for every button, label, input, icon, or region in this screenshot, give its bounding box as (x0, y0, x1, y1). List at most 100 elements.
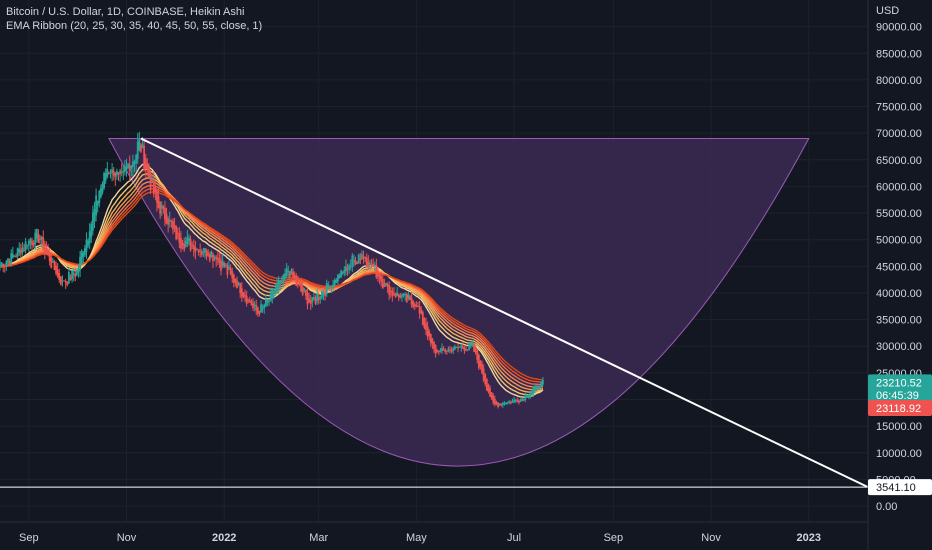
candle-body (332, 284, 335, 287)
candle-body (460, 345, 463, 348)
candle-body (447, 348, 450, 352)
candle-body (18, 248, 21, 253)
candle-body (252, 303, 254, 309)
candle-body (168, 220, 171, 222)
candle-body (266, 300, 269, 304)
candle-body (101, 183, 104, 193)
candle-body (258, 310, 261, 314)
price-tick-label: 90000.00 (876, 22, 922, 34)
candle-body (370, 263, 373, 265)
candle-body (441, 347, 443, 351)
candle-body (511, 401, 514, 403)
candle-body (71, 270, 73, 279)
candle-body (309, 300, 312, 305)
candle-body (64, 280, 67, 283)
candle-body (490, 392, 493, 399)
candle-body (98, 191, 101, 204)
candle-body (45, 248, 48, 252)
candle-body (24, 241, 27, 251)
candle-body (479, 361, 482, 367)
candle-body (367, 261, 370, 267)
candle-body (381, 278, 384, 289)
candle-body (122, 170, 125, 173)
candle-body (415, 305, 418, 307)
candle-body (244, 294, 246, 297)
candle-body (290, 269, 293, 275)
candle-body (319, 296, 322, 299)
candle-body (260, 304, 262, 313)
candle-body (296, 281, 299, 283)
time-axis-ticks: Sep Nov 2022 Mar May Jul Sep Nov 2023 (19, 532, 821, 544)
candle-body (449, 349, 451, 351)
time-tick-label: Jul (507, 532, 521, 544)
time-tick-label: 2022 (212, 532, 236, 544)
candle-body (234, 278, 237, 283)
candle-body (175, 226, 178, 240)
candle-body (75, 269, 78, 276)
candle-body (23, 249, 25, 251)
candle-body (348, 265, 351, 270)
ema-line (0, 191, 543, 381)
candle-body (242, 292, 245, 298)
candle-body (492, 395, 495, 403)
candle-body (119, 170, 122, 174)
candle-body (212, 254, 214, 261)
candle-body (409, 296, 411, 300)
price-axis-background[interactable] (868, 0, 932, 550)
candle-body (497, 402, 499, 407)
candle-body (421, 311, 424, 325)
candle-body (373, 264, 376, 266)
candle-body (300, 282, 302, 292)
candle-body (428, 331, 431, 337)
candle-body (276, 284, 278, 292)
price-tick-label: 45000.00 (876, 261, 922, 273)
candle-body (279, 280, 282, 284)
candle-body (285, 268, 288, 276)
candle-body (16, 248, 19, 257)
candle-body (43, 243, 46, 253)
candle-body (50, 256, 53, 268)
candle-body (405, 294, 408, 303)
candle-body (417, 306, 419, 308)
candle-body (232, 274, 235, 284)
cup-shape[interactable] (108, 137, 810, 467)
candle-body (34, 232, 37, 245)
candle-body (293, 274, 296, 278)
candle-body (455, 346, 458, 348)
candle-body (311, 297, 314, 303)
candle-body (31, 241, 33, 245)
price-badge-label: 23210.52 (876, 377, 922, 389)
candle-body (35, 228, 38, 239)
candle-body (117, 173, 120, 175)
candle-body (466, 349, 469, 351)
candle-body (393, 293, 395, 295)
candle-body (250, 301, 253, 306)
candle-body (298, 281, 301, 284)
candle-body (429, 333, 432, 343)
candle-body (399, 295, 402, 299)
price-badge-label: 3541.10 (876, 482, 916, 494)
candle-body (410, 298, 413, 305)
candle-body (343, 269, 346, 273)
candle-body (143, 146, 146, 171)
candle-body (375, 265, 378, 278)
time-axis-background[interactable] (0, 522, 932, 550)
candle-body (354, 260, 357, 265)
symbol-legend[interactable]: Bitcoin / U.S. Dollar, 1D, COINBASE, Hei… (6, 6, 245, 18)
candle-body (91, 212, 94, 231)
candle-body (469, 345, 472, 347)
candle-body (207, 253, 210, 256)
candle-body (493, 398, 496, 405)
candle-body (95, 195, 97, 216)
trend-line[interactable] (140, 137, 869, 489)
candle-body (412, 301, 415, 308)
candle-body (231, 271, 234, 279)
candle-body (82, 253, 85, 258)
candle-body (268, 301, 270, 303)
indicator-legend[interactable]: EMA Ribbon (20, 25, 30, 35, 40, 45, 50, … (6, 20, 263, 32)
candle-body (389, 290, 392, 292)
candle-body (202, 252, 205, 254)
candle-body (423, 318, 426, 328)
price-badge-label: 06:45:39 (876, 390, 919, 402)
